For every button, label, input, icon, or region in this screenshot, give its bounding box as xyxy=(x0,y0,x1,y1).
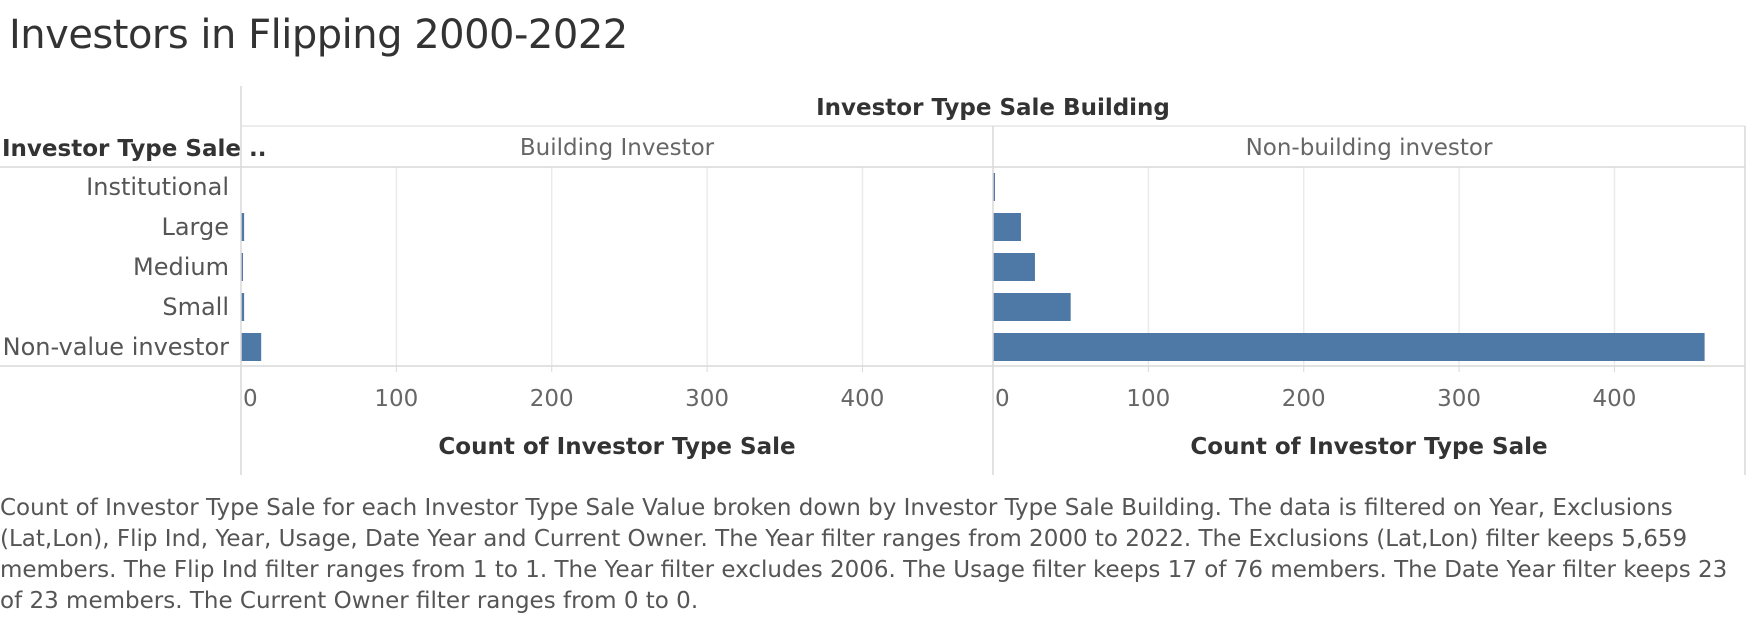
tick-label: 0 xyxy=(995,386,1010,412)
tick-label: 300 xyxy=(1437,386,1481,412)
tick-label: 200 xyxy=(530,386,574,412)
panel-header: Non-building investor xyxy=(1246,135,1493,161)
row-header-title: Investor Type Sale .. xyxy=(2,136,266,162)
chart-caption: Count of Investor Type Sale for each Inv… xyxy=(0,495,1728,614)
panel-header: Building Investor xyxy=(520,135,715,161)
tick-label: 400 xyxy=(841,386,885,412)
x-axis-title: Count of Investor Type Sale xyxy=(438,434,795,460)
row-label: Small xyxy=(162,293,229,321)
chart-title: Investors in Flipping 2000-2022 xyxy=(9,12,628,58)
bar xyxy=(241,293,245,321)
tick-label: 100 xyxy=(374,386,418,412)
row-label: Large xyxy=(161,213,229,241)
tick-label: 200 xyxy=(1282,386,1326,412)
bar xyxy=(993,213,1021,241)
bar-layer xyxy=(241,173,1705,361)
row-label: Institutional xyxy=(86,173,229,201)
bar xyxy=(241,253,243,281)
bar-chart: Investor Type Sale Building Investor Typ… xyxy=(0,86,1746,475)
tick-label: 400 xyxy=(1593,386,1637,412)
grid-layer xyxy=(395,167,1616,366)
bar xyxy=(993,173,995,201)
row-label: Non-value investor xyxy=(3,333,229,361)
row-label: Medium xyxy=(133,253,229,281)
column-header-title: Investor Type Sale Building xyxy=(816,95,1170,121)
bar xyxy=(993,253,1035,281)
x-axis-title: Count of Investor Type Sale xyxy=(1190,434,1547,460)
bar xyxy=(993,333,1705,361)
tick-label: 300 xyxy=(685,386,729,412)
tick-label: 100 xyxy=(1126,386,1170,412)
label-layer: Investor Type Sale Building Investor Typ… xyxy=(2,95,1636,460)
frame-layer xyxy=(0,86,1746,475)
bar xyxy=(241,333,262,361)
bar xyxy=(241,213,245,241)
tick-label: 0 xyxy=(243,386,258,412)
bar xyxy=(993,293,1071,321)
